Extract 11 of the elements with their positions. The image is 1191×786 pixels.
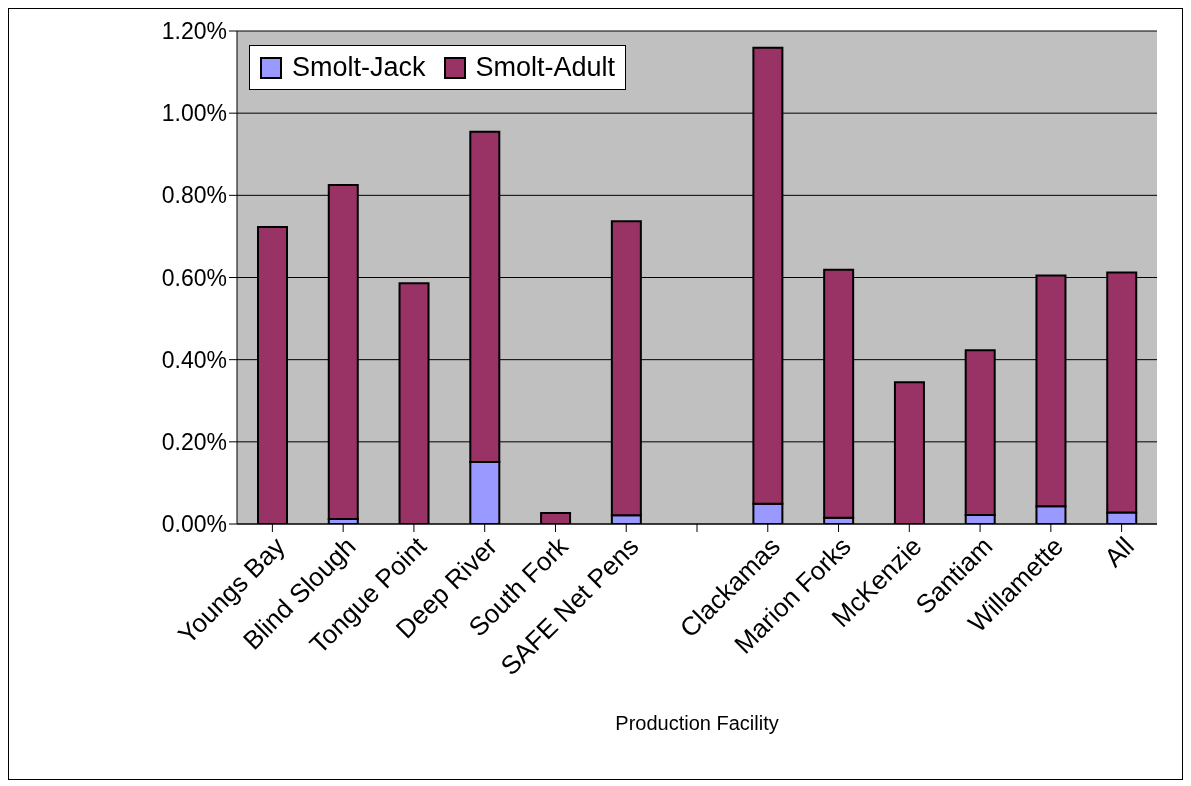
legend-label: Smolt-Jack: [291, 52, 426, 83]
y-tick-label: 0.00%: [161, 511, 227, 538]
y-tick-label: 0.40%: [161, 346, 227, 373]
y-tick-label: 0.80%: [161, 182, 227, 209]
x-axis-title: Production Facility: [615, 712, 779, 734]
y-tick-label: 0.20%: [161, 429, 227, 455]
y-tick-label: 1.20%: [161, 18, 227, 45]
y-tick-label: 1.00%: [161, 100, 227, 127]
legend-label: Smolt-Adult: [474, 52, 616, 83]
x-tick-label: All: [1098, 531, 1140, 573]
y-tick-label: 0.60%: [161, 264, 227, 291]
